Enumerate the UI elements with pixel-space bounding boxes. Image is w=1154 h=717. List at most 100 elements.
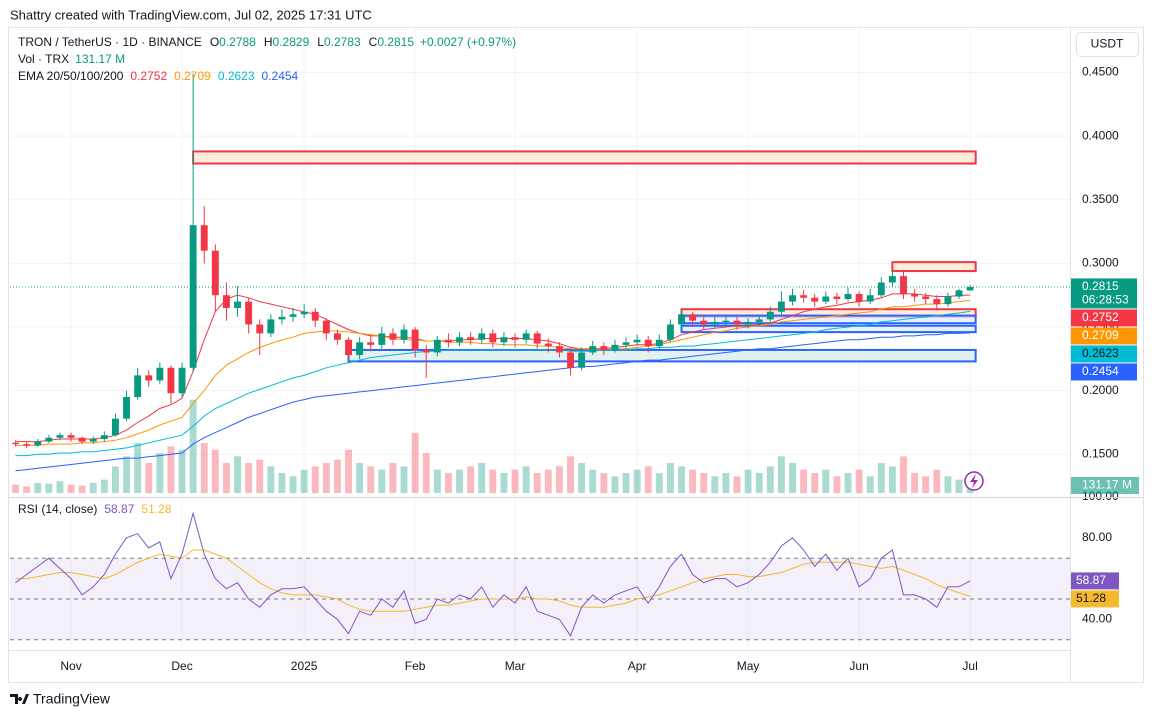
legend-value: 0.2815 bbox=[377, 35, 414, 49]
volume-bar bbox=[278, 473, 286, 493]
currency-button-label[interactable]: USDT bbox=[1091, 37, 1124, 51]
volume-bar bbox=[112, 466, 119, 493]
candle-body bbox=[467, 337, 475, 340]
volume-bar bbox=[766, 466, 774, 493]
volume-bar bbox=[411, 433, 419, 493]
ema-legend-value: 0.2709 bbox=[174, 69, 211, 83]
candle-body bbox=[789, 295, 796, 302]
candle-body bbox=[866, 295, 874, 302]
candle-body bbox=[933, 299, 941, 305]
candle-body bbox=[422, 349, 430, 353]
legend-symbol: TRON / TetherUS · 1D · BINANCE bbox=[18, 35, 202, 49]
volume-bar bbox=[533, 473, 541, 493]
candle-body bbox=[145, 375, 153, 381]
candle-body bbox=[777, 301, 785, 312]
candle-body bbox=[456, 337, 463, 343]
volume-bar bbox=[644, 466, 652, 493]
volume-bar bbox=[222, 463, 230, 493]
candle-body bbox=[522, 333, 530, 340]
candle-body bbox=[267, 319, 275, 334]
volume-bar bbox=[678, 466, 685, 493]
volume-bar bbox=[966, 488, 974, 493]
volume-bar bbox=[755, 473, 763, 493]
candle-body bbox=[56, 435, 64, 438]
candle-body bbox=[478, 333, 486, 340]
volume-bar bbox=[211, 449, 219, 493]
volume-bar bbox=[544, 469, 552, 493]
candle-body bbox=[544, 343, 552, 347]
volume-bar bbox=[711, 476, 719, 493]
price-badge bbox=[1071, 363, 1137, 381]
candle-body bbox=[289, 314, 297, 317]
alert-icon-bolt[interactable] bbox=[970, 474, 978, 488]
candle-body bbox=[589, 346, 597, 353]
x-tick-label: Mar bbox=[505, 659, 526, 673]
candle-body bbox=[389, 333, 397, 340]
volume-bar bbox=[933, 469, 941, 493]
candle-body bbox=[400, 329, 408, 340]
volume-bar bbox=[145, 463, 153, 493]
candle-body bbox=[67, 435, 75, 438]
volume-bar bbox=[689, 469, 697, 493]
volume-bar bbox=[777, 456, 785, 493]
candle-body bbox=[134, 375, 142, 398]
currency-button[interactable] bbox=[1076, 32, 1139, 57]
price-badge-label: 0.2752 bbox=[1082, 310, 1119, 324]
candle-body bbox=[877, 282, 885, 296]
volume-bar bbox=[89, 483, 97, 493]
volume-bar bbox=[456, 469, 463, 493]
candle-body bbox=[100, 435, 108, 440]
volume-bar bbox=[955, 479, 963, 493]
legend-line: EMA 20/50/100/200 0.2752 0.2709 0.2623 0.245… bbox=[18, 69, 299, 83]
rsi-badge-label: 51.28 bbox=[1076, 591, 1106, 605]
price-badge bbox=[1071, 327, 1137, 345]
legend-line: TRON / TetherUS · 1D · BINANCE O0.2788 H0.… bbox=[18, 35, 516, 49]
candle-body bbox=[944, 296, 952, 305]
candle-body bbox=[333, 333, 341, 340]
candle-body bbox=[12, 442, 19, 445]
volume-bar bbox=[67, 484, 75, 493]
volume-bar bbox=[655, 473, 663, 493]
volume-bar bbox=[134, 443, 142, 493]
data-layer bbox=[10, 73, 1070, 637]
ema-line bbox=[15, 332, 971, 472]
candle-body bbox=[855, 293, 863, 302]
ema-legend-value: 0.2623 bbox=[218, 69, 255, 83]
candle-body bbox=[900, 276, 907, 294]
volume-bar bbox=[78, 485, 86, 493]
volume-bar bbox=[666, 463, 674, 493]
price-badge-label: 0.2709 bbox=[1082, 328, 1119, 342]
y-tick-label: 0.3000 bbox=[1082, 256, 1119, 270]
rsi-ma-line bbox=[15, 549, 971, 612]
volume-bar bbox=[578, 463, 586, 493]
candle-body bbox=[444, 339, 452, 343]
candle-body bbox=[245, 301, 253, 325]
volume-bar bbox=[444, 473, 452, 493]
rsi-legend-label: RSI (14, close) bbox=[18, 502, 97, 516]
candle-body bbox=[755, 319, 763, 322]
volume-bar bbox=[489, 469, 497, 493]
volume-bar bbox=[800, 469, 808, 493]
alert-icon[interactable] bbox=[964, 471, 984, 491]
volume-bar bbox=[200, 443, 208, 493]
volume-badge-label: 131.17 M bbox=[1082, 478, 1132, 492]
legend-value: 0.2829 bbox=[273, 35, 310, 49]
zone-box bbox=[192, 150, 977, 165]
candle-body bbox=[356, 342, 364, 356]
volume-bar bbox=[622, 473, 630, 493]
volume-bar bbox=[267, 466, 275, 493]
candle-body bbox=[378, 333, 386, 345]
volume-bar bbox=[866, 476, 874, 493]
volume-bar bbox=[567, 456, 574, 493]
volume-bar bbox=[45, 483, 53, 493]
candle-body bbox=[800, 295, 808, 298]
volume-bar bbox=[156, 453, 164, 493]
candle-body bbox=[200, 225, 208, 251]
volume-bar bbox=[400, 466, 408, 493]
volume-bar bbox=[333, 459, 341, 493]
volume-bar bbox=[877, 463, 885, 493]
candle-body bbox=[34, 441, 42, 446]
x-tick-label: Jul bbox=[962, 659, 977, 673]
volume-bar bbox=[322, 463, 330, 493]
